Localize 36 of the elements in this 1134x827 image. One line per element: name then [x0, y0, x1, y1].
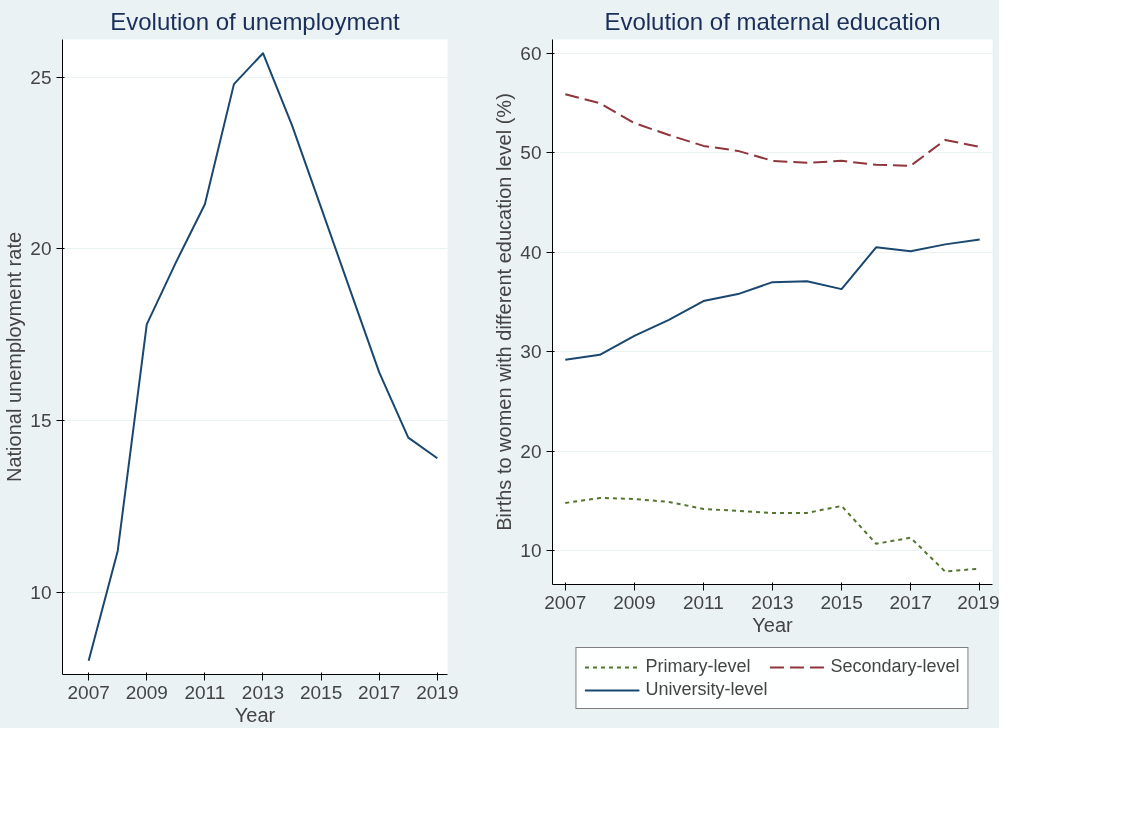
x-tick-label: 2007	[544, 591, 587, 613]
x-tick-label: 2017	[889, 591, 932, 613]
legend-label: University-level	[645, 679, 768, 700]
x-axis-title: Year	[234, 703, 276, 726]
x-tick-label: 2011	[184, 681, 226, 703]
y-tick-label: 25	[30, 66, 52, 88]
y-axis-title: Births to women with different education level (%)	[493, 93, 516, 531]
x-tick-label: 2007	[67, 681, 110, 703]
line-series	[564, 93, 981, 167]
y-tick-label: 15	[30, 410, 52, 431]
x-tick-label: 2019	[957, 591, 1000, 613]
line-series	[87, 52, 439, 662]
y-tick-label: 30	[520, 341, 542, 363]
legend-label: Secondary-level	[830, 656, 960, 677]
x-tick-label: 2015	[299, 681, 343, 703]
x-axis-title: Year	[752, 613, 794, 636]
x-tick-label: 2009	[613, 591, 656, 613]
x-tick-label: 2019	[416, 681, 459, 703]
chart-title: Evolution of maternal education	[604, 7, 941, 35]
y-tick-label: 20	[520, 440, 542, 462]
x-tick-label: 2011	[683, 591, 724, 613]
x-tick-label: 2017	[358, 681, 401, 703]
y-tick-label: 50	[520, 142, 542, 164]
y-tick-label: 60	[520, 42, 542, 64]
x-tick-label: 2009	[125, 681, 168, 703]
chart-title: Evolution of unemployment	[110, 7, 401, 35]
x-tick-label: 2013	[751, 591, 794, 613]
y-tick-label: 10	[30, 581, 52, 603]
y-tick-label: 40	[520, 241, 542, 263]
line-series	[564, 238, 981, 361]
x-tick-label: 2015	[820, 591, 863, 613]
x-tick-label: 2013	[241, 681, 285, 703]
y-tick-label: 20	[30, 238, 52, 260]
legend-label: Primary-level	[645, 656, 751, 677]
y-axis-title: National unemployment rate	[3, 231, 26, 483]
y-tick-label: 10	[520, 540, 542, 562]
